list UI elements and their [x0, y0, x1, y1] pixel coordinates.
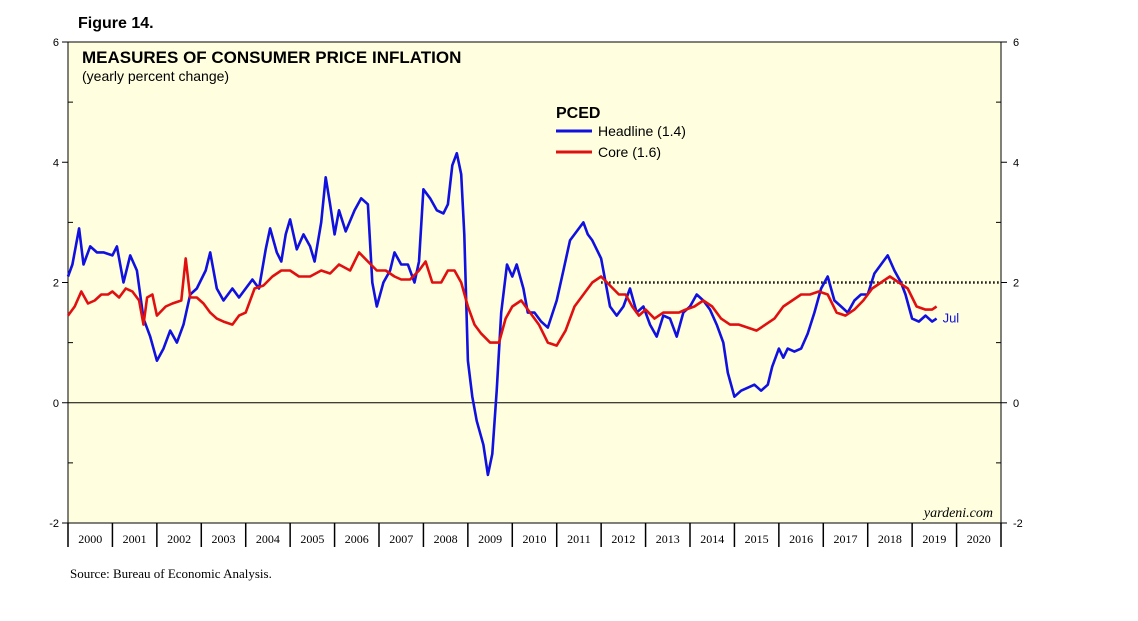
y-tick-label-left: 0 [53, 398, 59, 410]
figure-label: Figure 14. [78, 15, 154, 32]
x-tick-label: 2000 [78, 532, 102, 546]
y-tick-label-right: -2 [1013, 518, 1023, 530]
x-tick-label: 2015 [745, 532, 769, 546]
x-tick-label: 2006 [345, 532, 369, 546]
x-tick-label: 2014 [700, 532, 724, 546]
series-line-headline [66, 151, 938, 477]
chart-title: MEASURES OF CONSUMER PRICE INFLATION [82, 48, 461, 67]
end-label-jul: Jul [943, 311, 960, 326]
legend-title: PCED [556, 105, 600, 122]
x-tick-label: 2019 [922, 532, 946, 546]
source-note: Source: Bureau of Economic Analysis. [70, 566, 272, 581]
x-tick-label: 2017 [834, 532, 858, 546]
x-tick-label: 2012 [611, 532, 635, 546]
y-tick-label-right: 0 [1013, 398, 1019, 410]
y-tick-label-left: -2 [49, 518, 59, 530]
watermark: yardeni.com [922, 506, 993, 521]
x-tick-label: 2001 [123, 532, 147, 546]
x-tick-label: 2020 [967, 532, 991, 546]
x-tick-label: 2004 [256, 532, 280, 546]
y-tick-label-right: 2 [1013, 278, 1019, 290]
x-tick-label: 2010 [523, 532, 547, 546]
y-tick-label-left: 2 [53, 278, 59, 290]
axes: -2 -2 0 0 2 2 4 4 6 6 2000 2001 2002 2003 2004 2005 2006… [49, 37, 1023, 547]
legend-label-core: Core (1.6) [598, 144, 661, 160]
y-tick-label-right: 4 [1013, 157, 1019, 169]
series-layer [66, 151, 938, 477]
y-tick-label-left: 6 [53, 37, 59, 49]
x-tick-label: 2009 [478, 532, 502, 546]
legend: PCED Headline (1.4) Core (1.6) [556, 105, 686, 160]
x-tick-label: 2016 [789, 532, 813, 546]
x-tick-label: 2018 [878, 532, 902, 546]
x-tick-label: 2007 [389, 532, 413, 546]
chart-subtitle: (yearly percent change) [82, 68, 229, 84]
x-tick-label: 2003 [212, 532, 236, 546]
x-tick-label: 2008 [434, 532, 458, 546]
legend-label-headline: Headline (1.4) [598, 123, 686, 139]
series-line-core [66, 251, 938, 347]
x-tick-label: 2011 [567, 532, 591, 546]
y-tick-label-left: 4 [53, 157, 59, 169]
x-tick-label: 2005 [300, 532, 324, 546]
x-tick-label: 2013 [656, 532, 680, 546]
plot-area [67, 41, 1002, 524]
x-tick-label: 2002 [167, 532, 191, 546]
y-tick-label-right: 6 [1013, 37, 1019, 49]
